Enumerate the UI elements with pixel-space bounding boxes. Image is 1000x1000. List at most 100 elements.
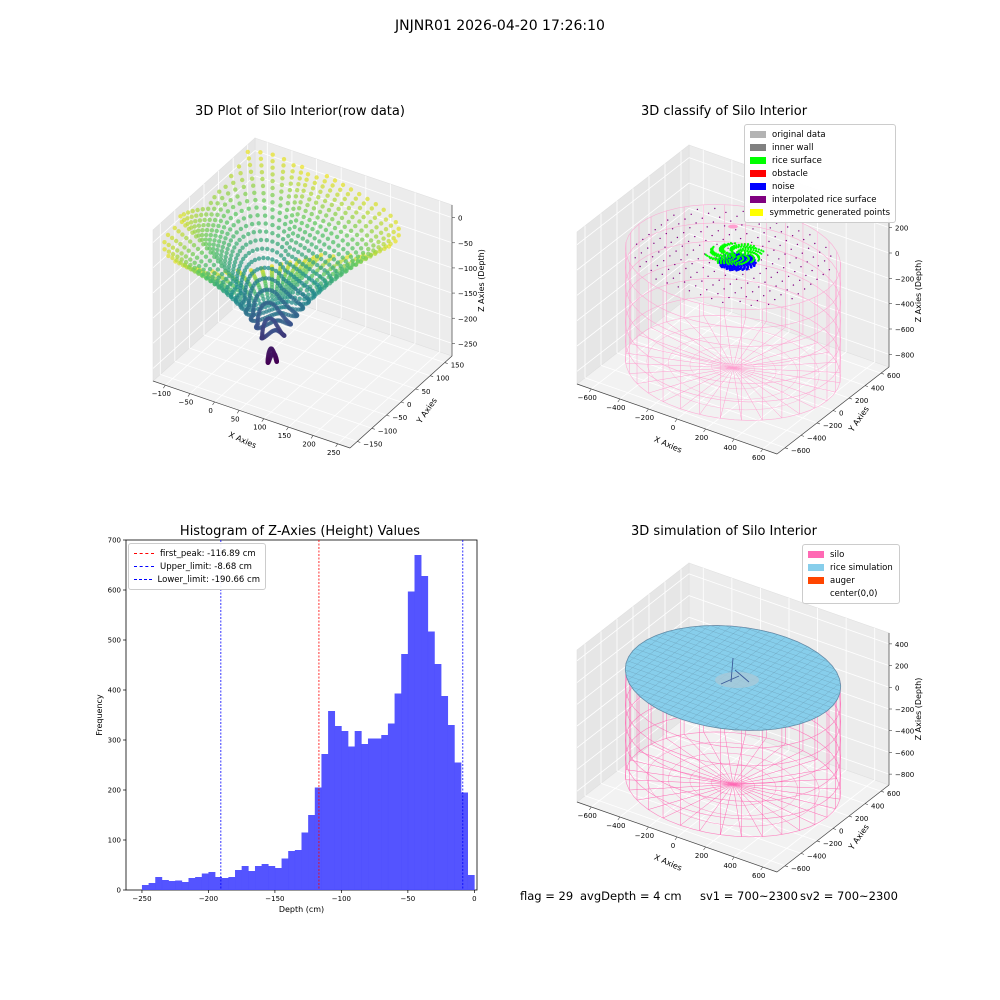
rice-surface-point	[709, 251, 712, 254]
grid-line	[688, 595, 890, 666]
interpolated-point	[717, 293, 719, 295]
data-point	[298, 200, 303, 205]
data-point	[258, 156, 264, 161]
interpolated-point	[819, 251, 821, 253]
interpolated-point	[669, 255, 671, 257]
data-point	[201, 271, 206, 277]
histogram-bar	[235, 870, 242, 890]
data-point	[246, 231, 251, 237]
interpolated-point	[807, 247, 810, 249]
rice-surface-point	[744, 247, 747, 250]
legend-item: Lower_limit: -190.66 cm	[134, 573, 260, 586]
data-point	[323, 259, 328, 264]
x-tick	[617, 816, 621, 821]
interpolated-point	[765, 267, 767, 270]
data-point	[364, 233, 370, 238]
y-tick	[784, 865, 789, 868]
y-tick-label: −150	[363, 440, 382, 448]
silo-floor-ray	[648, 784, 734, 810]
y-axis-label: Frequency	[95, 694, 104, 736]
data-point	[297, 176, 302, 181]
data-point	[262, 205, 267, 211]
data-point	[297, 227, 303, 232]
x-tick-label: −150	[265, 895, 284, 903]
data-point	[348, 187, 354, 192]
histogram-bar	[268, 866, 276, 890]
data-point	[189, 214, 194, 219]
interpolated-point	[695, 285, 697, 287]
data-point	[354, 210, 359, 215]
silo-floor-ray	[636, 367, 734, 384]
histogram-bar	[141, 885, 149, 890]
data-point	[327, 188, 333, 193]
silo-floor-ray	[683, 317, 734, 369]
interpolated-point	[748, 268, 750, 271]
interpolated-point	[747, 282, 749, 284]
data-point	[280, 265, 286, 270]
data-point	[249, 221, 255, 227]
interpolated-point	[736, 215, 738, 217]
data-point	[209, 212, 214, 217]
data-point	[256, 256, 262, 261]
rice-surface-point	[714, 258, 717, 261]
grid-line	[688, 283, 890, 355]
x-tick	[646, 826, 649, 831]
silo-floor-ring	[668, 752, 798, 817]
z-tick-label: −600	[895, 326, 914, 334]
interpolated-point	[806, 261, 808, 263]
data-point	[207, 217, 212, 222]
data-point	[204, 212, 209, 217]
data-point	[341, 247, 346, 252]
histogram-bar	[441, 696, 449, 890]
silo-floor-ray	[732, 333, 804, 369]
data-point	[295, 282, 300, 287]
data-point	[188, 257, 193, 262]
data-point	[360, 255, 366, 260]
histogram-bar	[328, 711, 336, 890]
rice-surface-point	[740, 253, 743, 256]
data-point	[192, 265, 197, 270]
data-point	[296, 182, 301, 187]
data-point	[332, 197, 337, 202]
rice-surface-point	[728, 258, 731, 261]
data-point	[303, 208, 308, 214]
data-point	[305, 239, 310, 244]
rice-surface-point	[746, 243, 750, 246]
histogram-bar	[281, 858, 289, 890]
data-point	[350, 201, 355, 206]
legend-item: original data	[750, 128, 890, 141]
y-tick	[357, 441, 361, 443]
silo-floor-ray	[625, 352, 734, 369]
data-point	[170, 245, 176, 250]
interpolated-point	[823, 260, 826, 262]
rice-surface-point	[735, 244, 738, 247]
y-tick-label: 100	[108, 837, 121, 845]
silo-floor-ray	[732, 733, 746, 785]
interpolated-point	[767, 303, 770, 306]
data-point	[310, 226, 315, 232]
data-point	[308, 191, 314, 196]
data-point	[332, 225, 338, 231]
noise-point	[735, 269, 738, 272]
grid-line	[254, 200, 453, 269]
legend-item: auger	[808, 574, 894, 587]
data-point	[228, 198, 233, 203]
x-tick-label: −400	[606, 404, 625, 412]
data-point	[270, 152, 275, 157]
histogram-bar	[261, 864, 269, 890]
interpolated-point	[753, 277, 755, 279]
x-tick	[703, 428, 706, 433]
z-tick-label: 0	[895, 684, 899, 692]
histogram-bar	[461, 792, 468, 890]
data-point	[289, 238, 294, 243]
data-point	[355, 254, 361, 259]
data-point	[196, 228, 201, 233]
data-point	[261, 198, 267, 203]
data-point	[381, 207, 386, 212]
data-point	[342, 196, 347, 202]
data-point	[314, 271, 319, 276]
data-point	[298, 243, 303, 248]
data-point	[211, 242, 216, 247]
data-point	[270, 185, 275, 191]
silo-floor-ray	[703, 732, 734, 785]
